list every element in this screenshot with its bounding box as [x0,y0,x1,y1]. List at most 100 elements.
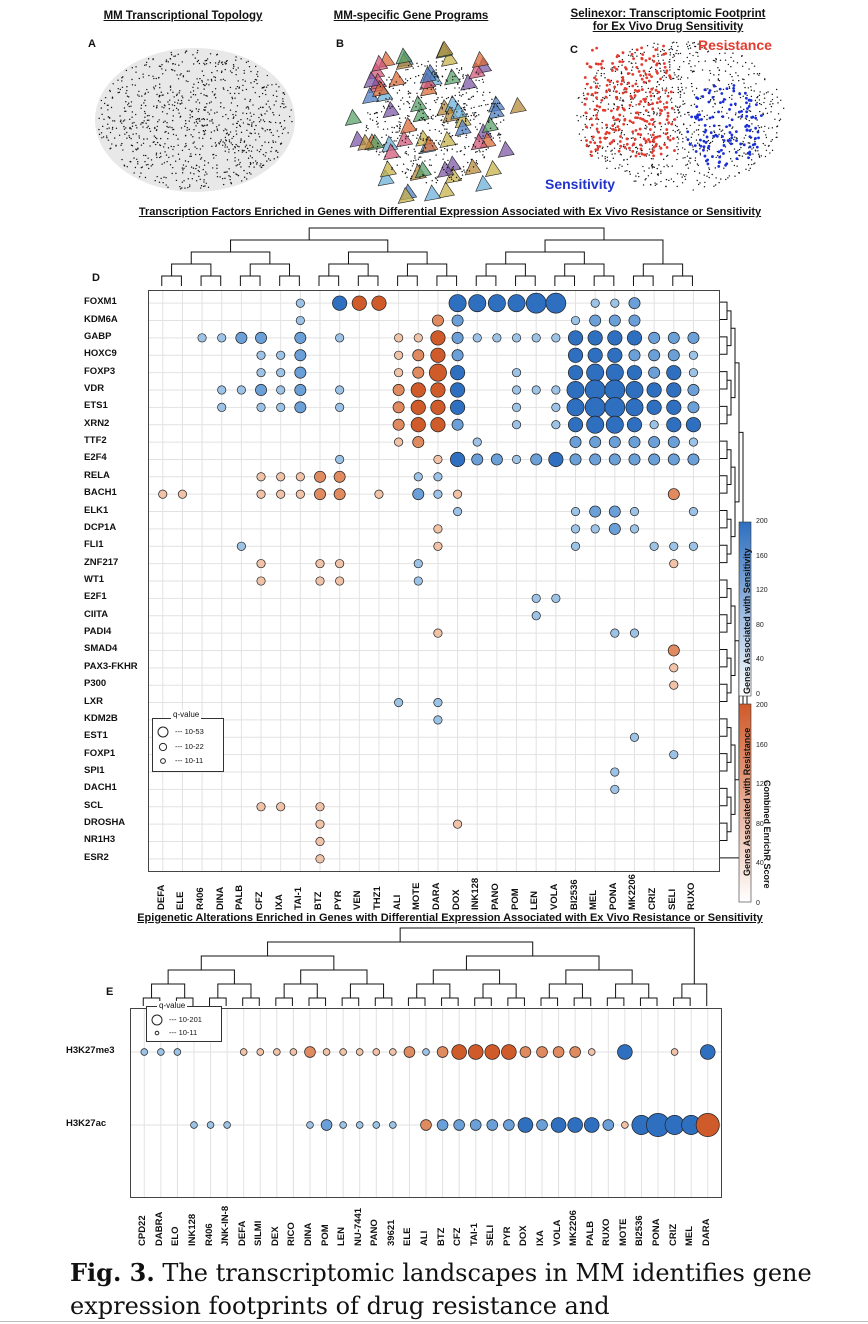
scatter-point [642,75,645,77]
scatter-point [462,166,465,168]
bubble-XRN2-DOX [451,418,464,431]
resistance-point [633,88,637,92]
scatter-point [665,155,668,157]
scatter-point [144,104,147,107]
sensitivity-point [745,110,749,114]
scatter-point [681,133,683,136]
scatter-point [128,135,130,137]
scatter-point [675,52,677,55]
scatter-point [263,120,266,123]
scatter-point [233,65,235,68]
scatter-point [398,130,401,132]
scatter-point [161,68,163,70]
bubble-H3K27me3-SELI [484,1044,501,1060]
resistance-point [652,59,656,63]
scatter-point [160,91,162,93]
scatter-point [126,131,128,134]
scatter-point [204,109,206,111]
col-label: DEX [269,1226,281,1246]
resistance-point [665,69,669,73]
resistance-point [645,76,649,80]
scatter-point [164,131,166,133]
scatter-point [631,69,633,71]
scatter-point [162,146,165,148]
scatter-point [625,148,628,150]
scatter-point [766,112,769,115]
scatter-point [641,149,643,152]
resistance-point [623,87,627,90]
scatter-point [175,179,178,182]
scatter-point [628,85,631,88]
scatter-point [712,106,714,108]
scatter-point [676,185,678,188]
scatter-point [376,145,379,148]
scatter-point [259,106,262,109]
scatter-point [672,180,675,183]
scatter-point [651,167,653,169]
bubble-E2F4-INK128 [471,453,484,466]
scatter-point [731,127,733,130]
bubble-ETS1-PYR [335,402,345,412]
scatter-point [282,128,285,130]
scatter-point [118,91,121,93]
scatter-point [177,153,180,155]
scatter-point [594,82,597,84]
scatter-point [706,118,708,121]
scatter-point [688,160,690,162]
cbar-tick-res: 40 [756,860,764,868]
scatter-point [677,148,679,151]
scatter-point [181,181,184,183]
scatter-point [274,121,277,124]
dendro-link [727,449,732,485]
scatter-point [482,150,484,153]
scatter-point [193,122,196,124]
scatter-point [776,126,778,128]
scatter-point [601,121,603,124]
scatter-point [395,81,398,83]
resistance-point [597,130,600,134]
scatter-point [224,128,226,130]
bubble-H3K27me3-DINA [304,1046,316,1058]
resistance-point [624,90,628,94]
scatter-point [385,134,388,136]
dendro-link [642,263,684,276]
bubble-TTF2-MEL [589,436,602,449]
scatter-point [692,146,694,148]
resistance-point [667,121,671,125]
sensitivity-point [734,130,738,134]
bubble-GABP-TAI-1 [294,331,307,344]
cbar-tick-sens: 40 [756,656,764,663]
scatter-point [260,119,262,121]
scatter-point [179,103,182,105]
scatter-point [717,124,720,127]
sensitivity-point [701,95,705,98]
scatter-point [643,170,645,172]
scatter-point [718,128,721,131]
scatter-point [697,55,699,58]
scatter-point [489,91,491,94]
scatter-point [235,143,237,146]
scatter-point [125,127,127,129]
scatter-point [425,102,427,105]
scatter-point [203,164,206,166]
scatter-point [684,113,686,115]
dendro-link [673,997,691,1006]
resistance-point [595,104,599,108]
scatter-point [735,112,737,114]
scatter-point [405,150,407,153]
bubble-H3K27ac-LEN [339,1121,347,1129]
col-label: NU-7441 [352,1207,364,1246]
scatter-point [606,156,609,158]
scatter-point [395,131,397,133]
scatter-point [712,137,714,140]
scatter-point [637,172,639,175]
scatter-point [457,83,459,86]
scatter-point [753,90,755,92]
scatter-point [170,145,172,148]
resistance-point [630,52,634,56]
scatter-point [684,103,686,105]
scatter-point [673,109,675,111]
scatter-point [576,114,578,117]
scatter-point [175,134,177,137]
scatter-point [709,72,712,75]
